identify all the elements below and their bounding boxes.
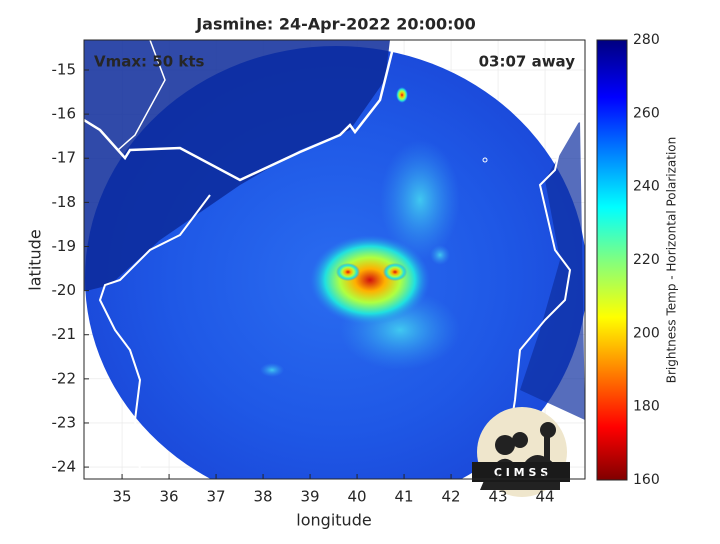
- x-tick-label: 38: [254, 488, 273, 506]
- y-tick-label: -19: [52, 237, 77, 255]
- y-tick-label: -21: [52, 325, 77, 343]
- x-tick-label: 40: [348, 488, 367, 506]
- plot-frame: [83, 39, 586, 480]
- title: Jasmine: 24-Apr-2022 20:00:00: [195, 15, 476, 34]
- cimss-logo: C I M S S: [472, 407, 570, 497]
- colorbar-tick-label: 160: [633, 472, 660, 488]
- colorbar-tick-label: 180: [633, 399, 660, 415]
- x-tick-label: 43: [489, 488, 508, 506]
- y-tick-label: -17: [52, 149, 77, 167]
- time-annotation: 03:07 away: [479, 53, 576, 71]
- x-axis-label: longitude: [296, 511, 371, 530]
- x-tick-label: 37: [207, 488, 226, 506]
- x-tick-label: 36: [160, 488, 179, 506]
- vmax-annotation: Vmax: 50 kts: [94, 53, 204, 71]
- x-tick-label: 42: [442, 488, 461, 506]
- y-tick-label: -15: [52, 61, 77, 79]
- y-axis-label: latitude: [26, 229, 45, 290]
- y-tick-label: -20: [52, 281, 77, 299]
- colorbar-tick-label: 280: [633, 32, 660, 48]
- satellite-image: [84, 40, 585, 479]
- x-tick-label: 39: [301, 488, 320, 506]
- colorbar-tick-label: 260: [633, 105, 660, 121]
- logo-text: C I M S S: [494, 466, 548, 479]
- colorbar-tick-label: 220: [633, 252, 660, 268]
- colorbar: [596, 39, 628, 481]
- y-tick-label: -23: [52, 413, 77, 431]
- x-tick-label: 44: [536, 488, 555, 506]
- x-tick-label: 35: [113, 488, 132, 506]
- y-tick-label: -24: [52, 458, 77, 476]
- x-tick-label: 41: [395, 488, 414, 506]
- colorbar-tick-label: 200: [633, 325, 660, 341]
- colorbar-tick-label: 240: [633, 179, 660, 195]
- colorbar-label: Brightness Temp - Horizontal Polarizatio…: [665, 137, 679, 384]
- y-tick-label: -16: [52, 105, 77, 123]
- y-tick-label: -22: [52, 369, 77, 387]
- y-tick-label: -18: [52, 193, 77, 211]
